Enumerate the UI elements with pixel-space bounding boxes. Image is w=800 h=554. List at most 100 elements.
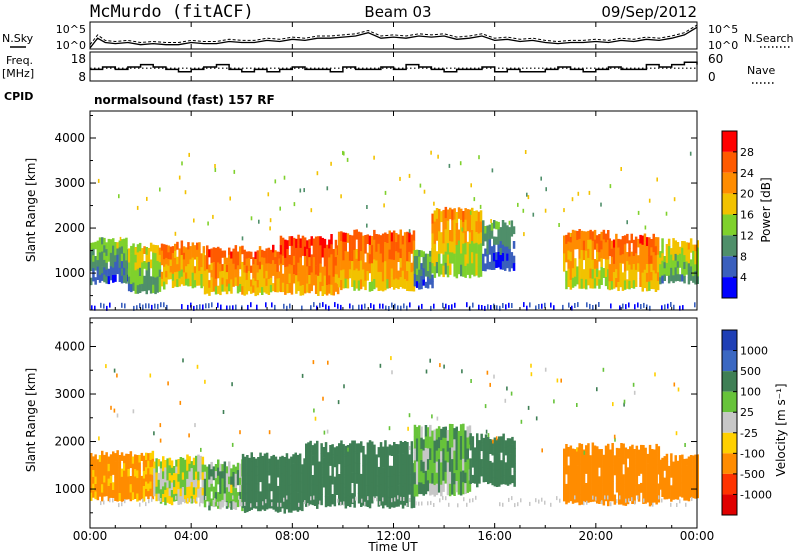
velocity-cell: [301, 501, 304, 512]
velocity-cell: [199, 463, 202, 472]
velocity-cell: [462, 447, 465, 460]
power-scatter-point: [408, 173, 411, 178]
velocity-cell: [435, 461, 439, 473]
power-cell: [223, 284, 227, 292]
power-cell: [610, 248, 614, 258]
power-cell: [451, 209, 454, 221]
nsky-label: N.Sky: [2, 32, 34, 45]
velocity-cell: [578, 463, 581, 475]
velocity-cell: [672, 476, 675, 485]
power-low-range-point: [433, 303, 435, 309]
velocity-cell: [442, 480, 445, 492]
velocity-cell: [283, 503, 286, 514]
velocity-cell: [109, 454, 113, 462]
power-cell: [125, 252, 128, 261]
velocity-cell: [689, 483, 693, 491]
velocity-cell: [451, 459, 454, 472]
velocity-cell: [287, 485, 291, 495]
power-cell: [90, 277, 93, 286]
velocity-low-range-point: [508, 497, 510, 502]
velocity-scatter-point: [596, 387, 598, 392]
velocity-cell: [114, 484, 117, 494]
power-scatter-point: [469, 210, 472, 215]
velocity-low-range-point: [238, 495, 240, 500]
velocity-cell: [648, 444, 652, 456]
power-cell: [370, 272, 374, 282]
power-cell: [234, 253, 238, 262]
power-cell: [641, 281, 644, 292]
power-cell: [167, 265, 170, 273]
velocity-cell: [340, 483, 343, 495]
power-low-range-point: [553, 305, 555, 311]
power-cell: [297, 253, 300, 264]
velocity-cell: [397, 454, 400, 466]
power-cell: [364, 262, 367, 272]
velocity-low-range-point: [313, 495, 315, 500]
power-cell: [357, 231, 361, 242]
power-cell: [228, 262, 231, 270]
velocity-cell: [206, 473, 209, 481]
velocity-cell: [620, 483, 623, 495]
power-cell: [395, 251, 398, 261]
velocity-cell: [342, 454, 345, 465]
power-cell: [263, 278, 266, 286]
power-cell: [373, 259, 376, 270]
velocity-cell: [640, 463, 643, 474]
velocity-cell: [342, 493, 345, 505]
power-cell: [453, 253, 456, 266]
power-cell: [650, 280, 653, 289]
velocity-cell: [506, 469, 510, 478]
power-cell: [295, 247, 298, 258]
velocity-cell: [223, 461, 227, 470]
power-cell: [585, 269, 588, 280]
velocity-cell: [433, 440, 436, 453]
power-cell: [379, 235, 383, 245]
velocity-cell: [203, 499, 207, 508]
velocity-cell: [489, 468, 492, 476]
power-cell: [219, 279, 222, 288]
power-cell: [506, 232, 509, 240]
velocity-cell: [683, 493, 686, 501]
velocity-cell: [615, 474, 619, 484]
velocity-cell: [670, 461, 673, 470]
velocity-cell: [393, 474, 396, 486]
power-scatter-point: [508, 220, 511, 225]
power-cell: [120, 239, 124, 247]
velocity-cell: [281, 481, 284, 491]
power-cell: [141, 269, 144, 278]
velocity-cell: [346, 485, 350, 496]
velocity-cell: [613, 465, 617, 476]
velocity-cell: [487, 475, 490, 485]
velocity-cell: [667, 485, 671, 493]
power-cell: [569, 270, 573, 281]
velocity-colorbar-tick-label: -25: [740, 427, 758, 440]
velocity-colorbar-swatch: [722, 473, 737, 495]
velocity-scatter-point: [520, 419, 523, 424]
power-cell: [340, 231, 343, 242]
velocity-cell: [468, 425, 472, 437]
power-scatter-point: [524, 150, 527, 154]
power-low-range-point: [505, 304, 507, 310]
velocity-cell: [250, 500, 253, 510]
power-cell: [444, 240, 448, 253]
power-cell: [245, 272, 249, 281]
power-cell: [453, 219, 456, 232]
power-cell: [375, 242, 378, 253]
power-cell: [591, 250, 595, 261]
velocity-cell: [151, 490, 155, 500]
power-cell: [484, 233, 487, 242]
power-cell: [114, 274, 117, 282]
velocity-cell: [318, 461, 321, 473]
velocity-cell: [437, 459, 441, 471]
power-cell: [301, 245, 305, 256]
velocity-cell: [327, 452, 330, 464]
velocity-scatter-point: [553, 399, 555, 404]
power-cell: [442, 221, 445, 233]
velocity-scatter-point: [391, 370, 393, 375]
velocity-cell: [118, 485, 122, 494]
power-cell: [193, 245, 197, 253]
power-cell: [107, 268, 111, 277]
power-cell: [495, 252, 498, 261]
velocity-cell: [498, 461, 501, 471]
power-cell: [589, 258, 592, 269]
